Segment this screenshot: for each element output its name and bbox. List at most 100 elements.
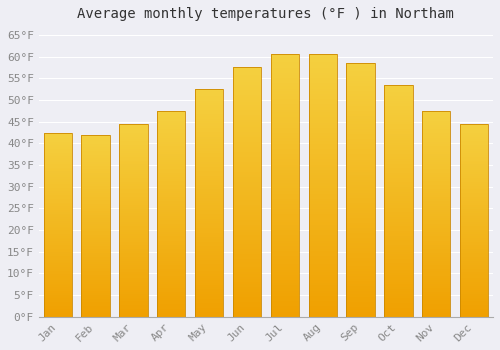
Bar	[384, 287, 412, 289]
Bar	[157, 111, 186, 317]
Bar	[460, 215, 488, 216]
Bar	[270, 146, 299, 149]
Bar	[157, 117, 186, 119]
Bar	[157, 202, 186, 203]
Bar	[308, 55, 337, 317]
Bar	[460, 145, 488, 147]
Bar	[233, 225, 261, 227]
Bar	[270, 206, 299, 209]
Bar	[422, 274, 450, 275]
Bar	[44, 300, 72, 302]
Bar	[119, 147, 148, 149]
Bar	[346, 180, 375, 182]
Bar	[44, 142, 72, 143]
Bar	[119, 255, 148, 257]
Bar	[308, 120, 337, 122]
Bar	[422, 156, 450, 158]
Bar	[82, 149, 110, 151]
Bar	[195, 210, 224, 212]
Bar	[119, 244, 148, 245]
Bar	[119, 180, 148, 182]
Bar	[308, 125, 337, 128]
Bar	[195, 180, 224, 182]
Bar	[82, 229, 110, 231]
Bar	[195, 153, 224, 155]
Bar	[460, 274, 488, 276]
Bar	[460, 201, 488, 203]
Bar	[346, 233, 375, 236]
Bar	[119, 126, 148, 128]
Bar	[384, 138, 412, 140]
Bar	[119, 267, 148, 268]
Bar	[233, 287, 261, 289]
Bar	[384, 140, 412, 143]
Bar	[308, 228, 337, 230]
Bar	[44, 230, 72, 232]
Bar	[308, 170, 337, 173]
Bar	[460, 218, 488, 220]
Bar	[233, 314, 261, 317]
Bar	[195, 130, 224, 132]
Bar	[44, 263, 72, 265]
Bar	[233, 215, 261, 217]
Bar	[195, 239, 224, 242]
Bar	[270, 293, 299, 296]
Bar	[460, 126, 488, 128]
Bar	[346, 205, 375, 208]
Bar	[82, 138, 110, 140]
Bar	[346, 279, 375, 281]
Bar	[119, 257, 148, 259]
Bar	[195, 191, 224, 194]
Bar	[308, 175, 337, 178]
Bar	[157, 189, 186, 191]
Bar	[157, 313, 186, 315]
Bar	[270, 120, 299, 122]
Bar	[270, 309, 299, 312]
Bar	[119, 292, 148, 294]
Bar	[460, 247, 488, 249]
Bar	[384, 245, 412, 247]
Bar	[460, 265, 488, 267]
Bar	[422, 127, 450, 130]
Bar	[346, 86, 375, 89]
Bar	[82, 176, 110, 178]
Bar	[422, 203, 450, 205]
Bar	[195, 267, 224, 269]
Bar	[119, 307, 148, 309]
Bar	[119, 215, 148, 216]
Bar	[233, 103, 261, 105]
Bar	[384, 210, 412, 212]
Bar	[384, 115, 412, 117]
Bar	[119, 232, 148, 234]
Bar	[346, 261, 375, 264]
Bar	[384, 289, 412, 291]
Bar	[422, 286, 450, 288]
Bar	[82, 240, 110, 242]
Bar	[460, 182, 488, 184]
Bar	[233, 170, 261, 172]
Bar	[384, 159, 412, 161]
Bar	[195, 146, 224, 148]
Bar	[308, 76, 337, 78]
Bar	[422, 298, 450, 300]
Bar	[308, 304, 337, 306]
Bar	[384, 229, 412, 231]
Bar	[195, 160, 224, 162]
Bar	[460, 263, 488, 265]
Bar	[157, 261, 186, 263]
Bar	[460, 271, 488, 272]
Bar	[233, 157, 261, 160]
Bar	[384, 305, 412, 308]
Bar	[422, 237, 450, 239]
Bar	[157, 274, 186, 275]
Bar	[460, 124, 488, 317]
Bar	[384, 154, 412, 157]
Bar	[384, 301, 412, 303]
Bar	[233, 239, 261, 242]
Bar	[44, 151, 72, 153]
Bar	[195, 119, 224, 121]
Bar	[119, 290, 148, 292]
Bar	[44, 197, 72, 199]
Bar	[195, 89, 224, 317]
Bar	[346, 114, 375, 117]
